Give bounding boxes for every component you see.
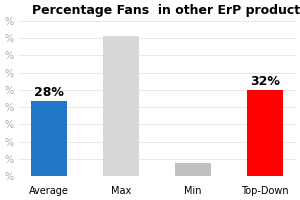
Bar [103,36,139,176]
Text: Percentage Fans  in other ErP products 2017: Percentage Fans in other ErP products 20… [32,4,300,17]
Bar [247,90,283,176]
Bar [175,163,211,176]
Text: 32%: 32% [250,75,280,88]
Text: 28%: 28% [34,86,64,99]
Bar [31,101,67,176]
